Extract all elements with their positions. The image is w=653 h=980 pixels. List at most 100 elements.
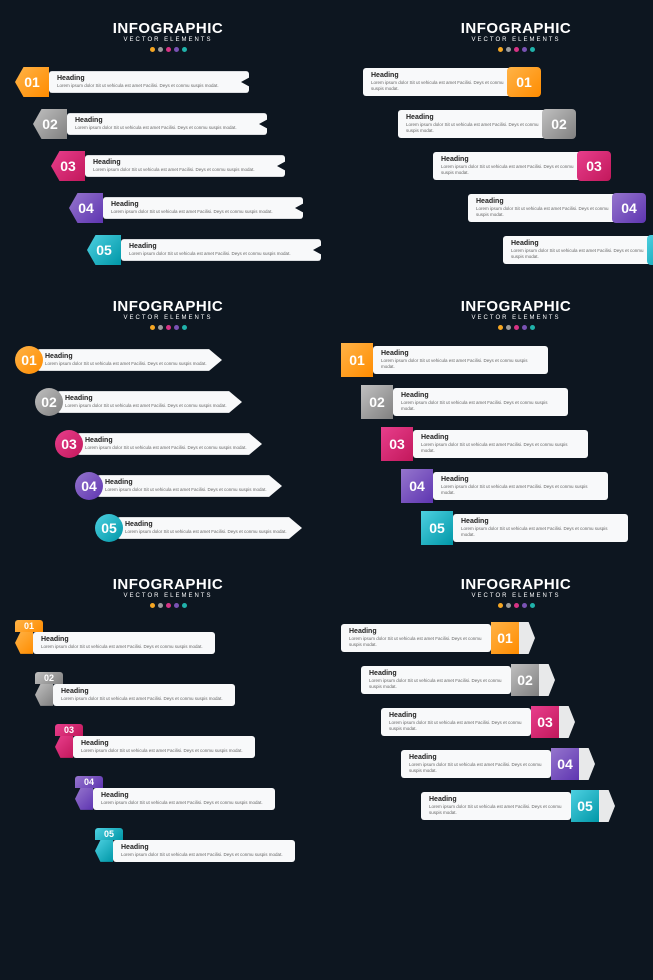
step-badge: 03 [381,427,413,461]
step-body: Lorem ipsum dolor Sit ut vehicula est am… [461,526,620,538]
palette-dots [341,47,653,52]
step-item: 03 HeadingLorem ipsum dolor Sit ut vehicu… [411,148,611,184]
palette-dot [150,603,155,608]
step-body: Lorem ipsum dolor Sit ut vehicula est am… [65,403,234,409]
step-heading: Heading [93,159,277,166]
step-number: 04 [621,200,637,216]
panel-tab-top-hex: INFOGRAPHIC VECTOR ELEMENTS 01HeadingLor… [15,576,321,874]
step-card: HeadingLorem ipsum dolor Sit ut vehicula… [433,472,608,500]
step-heading: Heading [511,240,645,247]
step-card: HeadingLorem ipsum dolor Sit ut vehicula… [393,388,568,416]
step-item: 04HeadingLorem ipsum dolor Sit ut vehicu… [401,468,653,504]
title-text: INFOGRAPHIC [341,576,653,593]
palette-dot [174,325,179,330]
step-heading: Heading [121,844,287,851]
step-badge: 01 [491,622,519,654]
step-heading: Heading [45,353,214,360]
step-card: HeadingLorem ipsum dolor Sit ut vehicula… [93,788,275,810]
subtitle-text: VECTOR ELEMENTS [341,315,653,321]
hex-icon [55,736,73,758]
step-badge: 03 [51,151,85,181]
infographic-grid: INFOGRAPHIC VECTOR ELEMENTS 01HeadingLor… [15,20,638,874]
step-number: 05 [104,829,114,839]
step-body: Lorem ipsum dolor Sit ut vehicula est am… [401,400,560,412]
step-heading: Heading [85,437,254,444]
step-badge: 02 [33,109,67,139]
step-body: Lorem ipsum dolor Sit ut vehicula est am… [389,720,523,732]
panel-title: INFOGRAPHIC VECTOR ELEMENTS [341,298,653,330]
step-body: Lorem ipsum dolor Sit ut vehicula est am… [61,696,227,702]
palette-dot [530,325,535,330]
step-heading: Heading [461,518,620,525]
step-number: 03 [64,725,74,735]
step-card: HeadingLorem ipsum dolor Sit ut vehicula… [97,475,282,497]
step-badge: 05 [647,235,653,265]
step-item: 02HeadingLorem ipsum dolor Sit ut vehicu… [33,106,321,142]
step-number: 04 [81,478,97,494]
step-card: HeadingLorem ipsum dolor Sit ut vehicula… [77,433,262,455]
palette-dot [174,603,179,608]
step-body: Lorem ipsum dolor Sit ut vehicula est am… [45,361,214,367]
arrow-icon [539,664,555,696]
step-tab: 02 [35,672,63,684]
step-item: 05 HeadingLorem ipsum dolor Sit ut vehicu… [421,510,653,546]
step-card: HeadingLorem ipsum dolor Sit ut vehicula… [453,514,628,542]
step-number: 05 [429,520,445,536]
title-text: INFOGRAPHIC [341,20,653,37]
step-heading: Heading [369,670,503,677]
step-heading: Heading [129,243,313,250]
hex-icon [35,684,53,706]
step-lower: HeadingLorem ipsum dolor Sit ut vehicula… [35,684,235,706]
step-body: Lorem ipsum dolor Sit ut vehicula est am… [57,83,241,89]
step-number: 04 [84,777,94,787]
step-number: 05 [101,520,117,536]
step-number: 01 [24,621,34,631]
palette-dot [522,47,527,52]
step-body: Lorem ipsum dolor Sit ut vehicula est am… [441,164,575,176]
step-body: Lorem ipsum dolor Sit ut vehicula est am… [75,125,259,131]
palette-dot [506,603,511,608]
step-heading: Heading [401,392,560,399]
step-card: HeadingLorem ipsum dolor Sit ut vehicula… [121,239,321,261]
step-badge: 01 [15,67,49,97]
step-lower: HeadingLorem ipsum dolor Sit ut vehicula… [95,840,295,862]
hex-icon [95,840,113,862]
step-item: 03HeadingLorem ipsum dolor Sit ut vehicu… [55,724,321,770]
step-number: 03 [586,158,602,174]
step-body: Lorem ipsum dolor Sit ut vehicula est am… [125,529,294,535]
step-badge: 05 [87,235,121,265]
step-heading: Heading [111,201,295,208]
panel-title: INFOGRAPHIC VECTOR ELEMENTS [15,20,321,52]
step-card: HeadingLorem ipsum dolor Sit ut vehicula… [413,430,588,458]
palette-dot [166,47,171,52]
step-heading: Heading [476,198,610,205]
palette-dots [341,603,653,608]
palette-dot [506,47,511,52]
palette-dot [522,603,527,608]
step-item: HeadingLorem ipsum dolor Sit ut vehicula… [401,746,653,782]
palette-dot [498,325,503,330]
step-card: HeadingLorem ipsum dolor Sit ut vehicula… [401,750,551,778]
step-body: Lorem ipsum dolor Sit ut vehicula est am… [93,167,277,173]
step-body: Lorem ipsum dolor Sit ut vehicula est am… [511,248,645,260]
step-badge: 05 [421,511,453,545]
step-card: HeadingLorem ipsum dolor Sit ut vehicula… [341,624,491,652]
step-heading: Heading [441,156,575,163]
step-card: HeadingLorem ipsum dolor Sit ut vehicula… [53,684,235,706]
step-card: HeadingLorem ipsum dolor Sit ut vehicula… [421,792,571,820]
step-heading: Heading [57,75,241,82]
subtitle-text: VECTOR ELEMENTS [15,315,321,321]
step-body: Lorem ipsum dolor Sit ut vehicula est am… [81,748,247,754]
subtitle-text: VECTOR ELEMENTS [341,593,653,599]
palette-dot [514,325,519,330]
step-heading: Heading [125,521,294,528]
panel-card-right-arrow: INFOGRAPHIC VECTOR ELEMENTS HeadingLorem… [341,576,653,874]
step-list: 01HeadingLorem ipsum dolor Sit ut vehicu… [15,620,321,874]
palette-dot [498,47,503,52]
step-item: 01HeadingLorem ipsum dolor Sit ut vehicu… [15,620,321,666]
palette-dot [166,603,171,608]
step-number: 02 [517,672,533,688]
palette-dots [15,325,321,330]
step-tab: 03 [55,724,83,736]
step-number: 03 [389,436,405,452]
